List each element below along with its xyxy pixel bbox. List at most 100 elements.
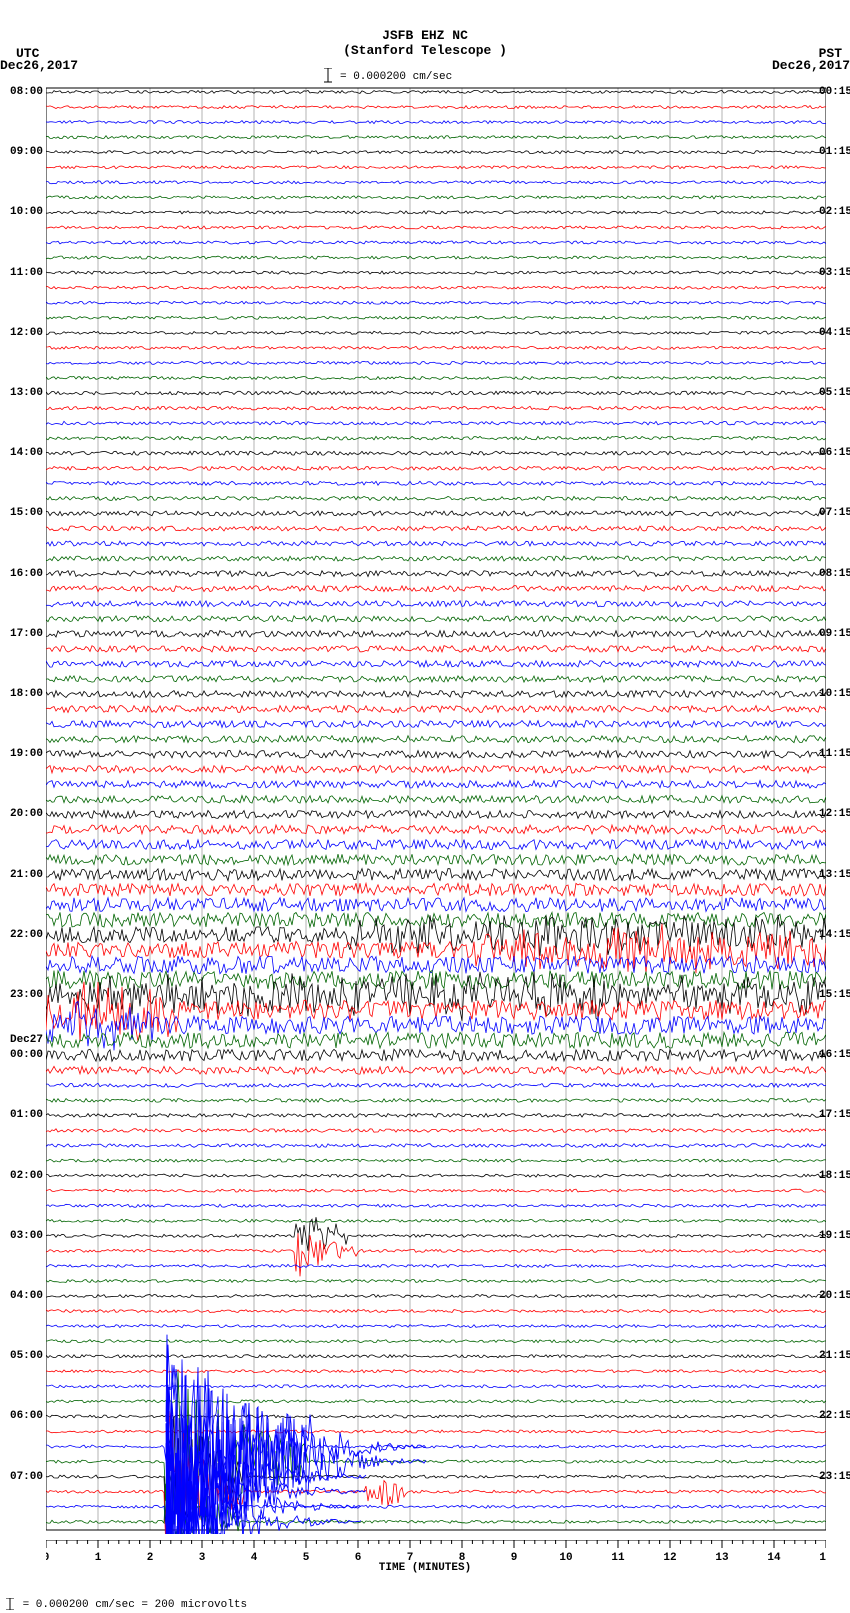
seismic-trace	[46, 1204, 826, 1207]
seismic-trace	[46, 481, 826, 485]
hour-label-left: 11:00	[0, 267, 43, 279]
seismic-trace	[46, 1417, 826, 1534]
seismic-trace	[46, 1411, 826, 1534]
seismic-trace	[46, 825, 826, 834]
seismic-trace	[46, 1217, 826, 1251]
hour-label-left: 16:00	[0, 568, 43, 580]
seismic-trace	[46, 706, 826, 713]
hour-label-left: 04:00	[0, 1290, 43, 1302]
seismic-trace	[46, 301, 826, 304]
station-code: JSFB EHZ NC	[0, 28, 850, 43]
hour-label-left: Dec27	[0, 1034, 43, 1046]
seismic-trace	[46, 1355, 826, 1358]
seismic-trace	[46, 1066, 826, 1074]
scalebar-top: = 0.000200 cm/sec	[320, 68, 520, 84]
hour-label-left: 14:00	[0, 447, 43, 459]
seismic-trace	[46, 676, 826, 682]
seismic-trace	[46, 181, 826, 184]
seismic-trace	[46, 121, 826, 124]
seismic-trace	[46, 256, 826, 259]
seismic-trace	[46, 361, 826, 364]
seismic-trace	[46, 406, 826, 410]
seismic-trace	[46, 466, 826, 470]
x-axis: 0123456789101112131415	[46, 1540, 826, 1580]
seismic-trace	[46, 1032, 826, 1048]
seismic-trace	[46, 436, 826, 440]
seismic-trace	[46, 286, 826, 289]
seismic-trace	[46, 1340, 826, 1343]
seismic-trace	[46, 1129, 826, 1133]
seismic-trace	[46, 496, 826, 500]
seismic-trace	[46, 556, 826, 561]
seismic-trace	[46, 331, 826, 334]
seismic-trace	[46, 1264, 826, 1267]
hour-label-left: 17:00	[0, 628, 43, 640]
seismic-trace	[46, 1049, 826, 1061]
seismic-trace	[46, 526, 826, 531]
seismic-trace	[46, 616, 826, 622]
seismic-trace	[46, 151, 826, 154]
x-axis-label: TIME (MINUTES)	[0, 1562, 850, 1574]
hour-label-left: 01:00	[0, 1109, 43, 1121]
seismic-trace	[46, 377, 826, 380]
hour-label-left: 06:00	[0, 1410, 43, 1422]
footer-scale: = 0.000200 cm/sec = 200 microvolts	[4, 1598, 247, 1611]
seismic-trace	[46, 869, 826, 881]
seismic-trace	[46, 106, 826, 109]
seismic-trace	[46, 541, 826, 546]
hour-label-left: 12:00	[0, 327, 43, 339]
seismic-trace	[46, 766, 826, 774]
footer-text: = 0.000200 cm/sec = 200 microvolts	[23, 1599, 247, 1611]
hour-label-left: 07:00	[0, 1471, 43, 1483]
seismic-trace	[46, 750, 826, 758]
hour-label-left: 09:00	[0, 146, 43, 158]
seismic-trace	[46, 840, 826, 850]
seismic-trace	[46, 1114, 826, 1118]
seismic-trace	[46, 571, 826, 577]
hour-label-left: 05:00	[0, 1350, 43, 1362]
seismic-trace	[46, 241, 826, 244]
seismic-trace	[46, 1385, 826, 1388]
seismic-trace	[46, 316, 826, 319]
seismic-trace	[46, 421, 826, 425]
plot-header: JSFB EHZ NC (Stanford Telescope )	[0, 28, 850, 58]
hour-label-left: 10:00	[0, 206, 43, 218]
seismic-trace	[46, 810, 826, 818]
seismic-trace	[46, 1189, 826, 1192]
seismic-trace	[46, 1099, 826, 1103]
seismic-trace	[46, 586, 826, 592]
seismic-trace	[46, 346, 826, 349]
hour-label-left: 02:00	[0, 1170, 43, 1182]
seismic-trace	[46, 1345, 826, 1532]
seismic-trace	[46, 796, 826, 804]
hour-label-left: 20:00	[0, 808, 43, 820]
hour-label-left: 19:00	[0, 748, 43, 760]
seismic-trace	[46, 136, 826, 139]
hour-label-left: 23:00	[0, 989, 43, 1001]
hour-label-left: 18:00	[0, 688, 43, 700]
seismic-trace	[46, 1325, 826, 1328]
seismic-trace	[46, 912, 826, 927]
helicorder-plot	[46, 84, 826, 1534]
seismic-trace	[46, 1219, 826, 1222]
seismic-trace	[46, 1233, 826, 1276]
station-location: (Stanford Telescope )	[0, 43, 850, 58]
seismic-trace	[46, 1295, 826, 1298]
seismic-trace	[46, 1400, 826, 1403]
seismic-trace	[46, 511, 826, 516]
seismic-trace	[46, 1310, 826, 1313]
seismic-trace	[46, 781, 826, 789]
hour-label-left: 03:00	[0, 1230, 43, 1242]
seismic-trace	[46, 1159, 826, 1162]
seismic-trace	[46, 391, 826, 395]
seismic-trace	[46, 854, 826, 865]
seismic-trace	[46, 1144, 826, 1148]
seismic-trace	[46, 196, 826, 199]
right-date: Dec26,2017	[772, 58, 850, 73]
seismic-trace	[46, 1083, 826, 1087]
seismic-trace	[46, 601, 826, 607]
hour-label-left: 13:00	[0, 387, 43, 399]
scale-text: = 0.000200 cm/sec	[340, 71, 452, 83]
seismic-trace	[46, 883, 826, 896]
hour-label-left: 15:00	[0, 507, 43, 519]
